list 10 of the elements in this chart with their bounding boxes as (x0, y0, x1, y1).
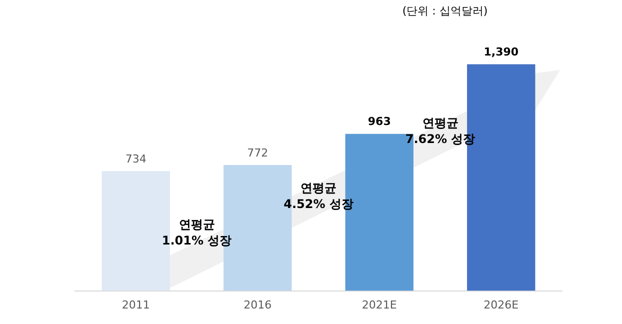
data-label: 772 (247, 146, 268, 160)
data-label: 1,390 (484, 46, 519, 59)
data-label: 963 (368, 115, 391, 128)
x-tick-label: 2026E (484, 298, 519, 312)
data-label: 734 (125, 152, 146, 166)
annotation: 연평균 1.01% 성장 (162, 218, 232, 248)
x-tick-label: 2016 (244, 298, 272, 312)
x-tick-label: 2011 (122, 298, 150, 312)
text: (단위 : 십억달러) (402, 4, 488, 18)
x-tick-label: 2021E (362, 298, 397, 312)
